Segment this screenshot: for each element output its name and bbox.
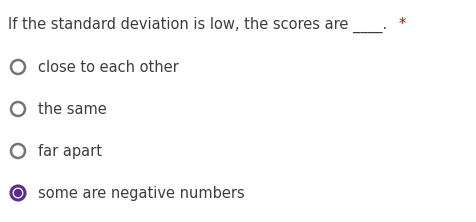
Text: the same: the same	[38, 101, 107, 117]
Text: close to each other: close to each other	[38, 59, 179, 75]
Text: *: *	[398, 17, 406, 32]
Text: some are negative numbers: some are negative numbers	[38, 186, 245, 200]
Circle shape	[14, 189, 22, 197]
Text: If the standard deviation is low, the scores are ____.: If the standard deviation is low, the sc…	[8, 17, 387, 33]
Text: far apart: far apart	[38, 143, 102, 159]
